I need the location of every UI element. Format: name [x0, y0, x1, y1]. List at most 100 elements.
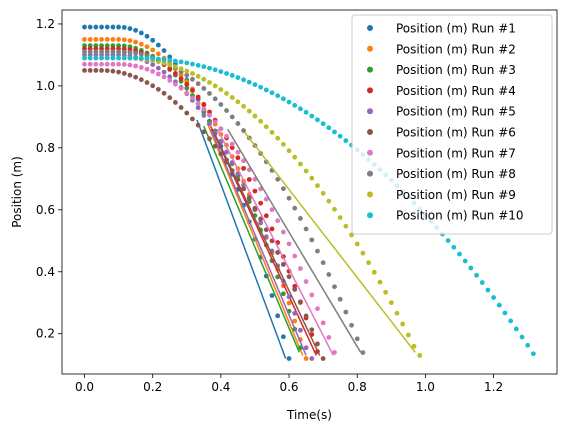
data-point	[229, 168, 235, 174]
data-point	[326, 272, 332, 277]
data-point	[315, 341, 320, 347]
data-point	[496, 302, 502, 308]
data-point	[212, 67, 218, 73]
data-point	[275, 135, 281, 141]
x-axis-label: Time(s)	[286, 408, 332, 422]
data-point	[241, 165, 246, 171]
data-point	[246, 79, 252, 85]
x-tick-label: 0.4	[211, 380, 230, 394]
data-point	[241, 77, 246, 83]
data-point	[116, 69, 121, 75]
data-point	[224, 108, 229, 113]
data-point	[303, 356, 309, 361]
data-point	[121, 37, 127, 43]
data-point	[121, 71, 127, 76]
data-point	[315, 248, 320, 254]
data-point	[184, 60, 190, 66]
data-point	[116, 37, 121, 42]
data-point	[309, 175, 315, 181]
data-point	[104, 68, 110, 73]
data-point	[320, 190, 326, 196]
data-point	[241, 158, 246, 164]
data-point	[99, 24, 104, 30]
data-point	[309, 113, 315, 119]
data-point	[207, 91, 212, 96]
data-point	[303, 226, 309, 232]
data-point	[292, 154, 298, 160]
x-tick-label: 1.0	[416, 380, 435, 394]
data-point	[371, 269, 377, 275]
data-point	[127, 38, 133, 44]
data-point	[229, 141, 235, 147]
data-point	[144, 66, 150, 72]
data-point	[150, 37, 156, 43]
data-point	[201, 76, 207, 82]
data-point	[93, 49, 99, 55]
data-point	[269, 129, 275, 135]
data-point	[292, 102, 298, 108]
data-point	[150, 83, 156, 89]
data-point	[138, 30, 144, 36]
data-point	[184, 68, 190, 74]
data-point	[207, 136, 212, 142]
data-point	[82, 37, 87, 42]
data-point	[127, 62, 133, 68]
data-point	[252, 113, 258, 119]
data-point	[190, 71, 195, 76]
data-point	[218, 151, 224, 157]
data-point	[82, 68, 87, 73]
data-point	[241, 128, 246, 133]
data-point	[207, 65, 212, 71]
data-point	[235, 99, 241, 105]
data-point	[167, 62, 173, 68]
data-point	[298, 216, 303, 221]
data-point	[82, 24, 87, 30]
data-point	[309, 237, 315, 243]
data-point	[491, 295, 496, 300]
data-point	[519, 334, 525, 340]
data-point	[144, 44, 150, 50]
fit-line-run-8	[227, 128, 362, 353]
y-tick-label: 0.4	[36, 265, 55, 279]
data-point	[235, 177, 241, 182]
x-tick-label: 0.0	[75, 380, 94, 394]
data-point	[138, 41, 144, 47]
data-point	[246, 108, 252, 114]
legend-marker	[367, 191, 373, 198]
data-point	[280, 334, 286, 340]
data-point	[167, 57, 173, 63]
data-point	[462, 258, 468, 264]
data-point	[320, 121, 326, 127]
data-point	[343, 223, 349, 229]
data-point	[87, 49, 93, 55]
data-point	[229, 95, 235, 100]
data-point	[167, 77, 173, 83]
data-point	[451, 244, 457, 250]
data-point	[258, 216, 264, 222]
legend-marker	[367, 170, 373, 177]
data-point	[190, 76, 195, 82]
legend-label: Position (m) Run #4	[396, 84, 516, 98]
data-point	[224, 71, 229, 76]
data-point	[155, 42, 161, 48]
y-tick-label: 0.6	[36, 203, 55, 217]
x-tick-label: 0.2	[143, 380, 162, 394]
data-point	[104, 55, 110, 61]
data-point	[474, 272, 479, 278]
legend-label: Position (m) Run #8	[396, 167, 516, 181]
y-axis-label: Position (m)	[10, 156, 24, 228]
data-point	[292, 310, 298, 316]
data-point	[218, 126, 224, 132]
legend-label: Position (m) Run #6	[396, 126, 516, 140]
data-point	[252, 206, 258, 211]
data-point	[445, 238, 451, 243]
data-point	[82, 49, 87, 55]
data-point	[275, 250, 281, 255]
data-point	[218, 69, 224, 74]
data-point	[161, 48, 167, 54]
data-point	[133, 50, 139, 56]
data-point	[280, 141, 286, 147]
data-point	[275, 93, 281, 99]
data-point	[190, 61, 195, 67]
